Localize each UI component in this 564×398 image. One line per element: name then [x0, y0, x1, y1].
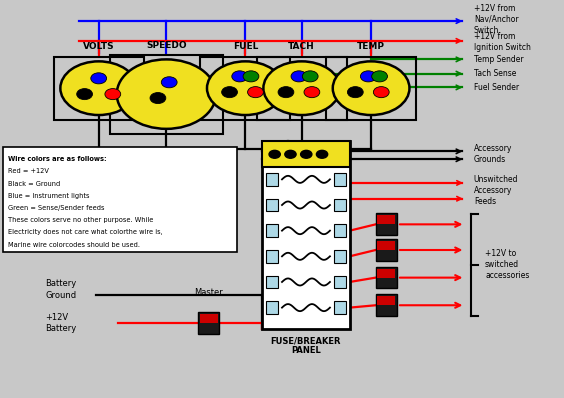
Text: These colors serve no other purpose. While: These colors serve no other purpose. Whi… [8, 217, 154, 223]
Text: Tach Sense: Tach Sense [474, 69, 516, 78]
Text: Temp Sender: Temp Sender [474, 55, 523, 64]
Bar [334, 276, 346, 288]
Bar [376, 295, 397, 316]
Bar [334, 250, 346, 263]
Circle shape [243, 71, 259, 82]
Text: Red = +12V: Red = +12V [8, 168, 49, 174]
Bar [377, 241, 395, 250]
Circle shape [278, 87, 294, 98]
Circle shape [304, 87, 320, 98]
Circle shape [302, 71, 318, 82]
Bar [376, 239, 397, 261]
Bar [377, 215, 395, 224]
Text: TEMP: TEMP [357, 43, 385, 51]
Bar [266, 301, 278, 314]
Circle shape [207, 61, 284, 115]
Text: FUSE/BREAKER
PANEL: FUSE/BREAKER PANEL [271, 336, 341, 355]
Bar [334, 199, 346, 211]
Bar [266, 224, 278, 237]
Circle shape [248, 87, 263, 98]
Bar [334, 301, 346, 314]
Text: Green = Sense/Sender feeds: Green = Sense/Sender feeds [8, 205, 105, 211]
Text: Blue = Instrument lights: Blue = Instrument lights [8, 193, 90, 199]
Text: TACH: TACH [288, 43, 315, 51]
Circle shape [263, 61, 340, 115]
Text: Black = Ground: Black = Ground [8, 181, 61, 187]
Circle shape [373, 87, 389, 98]
Bar [266, 276, 278, 288]
Bar [262, 141, 350, 167]
Text: Battery
Ground: Battery Ground [45, 279, 76, 300]
Bar [200, 57, 290, 120]
Text: VOLTS: VOLTS [83, 43, 114, 51]
Bar [198, 312, 219, 334]
Text: Master: Master [195, 289, 223, 297]
Bar [334, 173, 346, 186]
Text: Unswitched
Accessory
Feeds: Unswitched Accessory Feeds [474, 175, 518, 207]
Circle shape [347, 87, 363, 98]
Bar [334, 224, 346, 237]
Bar [200, 314, 218, 323]
Circle shape [222, 87, 237, 98]
Circle shape [232, 71, 248, 82]
Bar [262, 141, 350, 329]
Bar [377, 297, 395, 305]
Bar [377, 269, 395, 278]
Circle shape [333, 61, 409, 115]
Circle shape [60, 61, 137, 115]
Circle shape [360, 71, 376, 82]
Circle shape [269, 150, 280, 158]
Circle shape [91, 73, 107, 84]
Text: Accessory
Grounds: Accessory Grounds [474, 144, 512, 164]
Circle shape [285, 150, 296, 158]
Bar [3, 147, 237, 252]
Text: Electricity does not care what colorthe wire is,: Electricity does not care what colorthe … [8, 230, 163, 236]
Bar [266, 199, 278, 211]
Text: +12V
Battery: +12V Battery [45, 313, 76, 333]
Bar [376, 267, 397, 289]
Circle shape [150, 92, 166, 103]
Text: +12V from
Nav/Anchor
Switch.: +12V from Nav/Anchor Switch. [474, 4, 518, 35]
Bar [54, 57, 144, 120]
Circle shape [316, 150, 328, 158]
Circle shape [117, 59, 216, 129]
Circle shape [77, 89, 92, 100]
Bar [110, 55, 223, 134]
Text: Wire colors are as follows:: Wire colors are as follows: [8, 156, 107, 162]
Bar [266, 173, 278, 186]
Bar [257, 57, 347, 120]
Text: FUEL: FUEL [233, 43, 258, 51]
Bar [326, 57, 416, 120]
Text: Marine wire colorcodes should be used.: Marine wire colorcodes should be used. [8, 242, 140, 248]
Text: SPEEDO: SPEEDO [146, 41, 187, 49]
Text: Fuel Sender: Fuel Sender [474, 83, 519, 92]
Circle shape [161, 77, 177, 88]
Circle shape [301, 150, 312, 158]
Bar [266, 250, 278, 263]
Text: +12V from
Ignition Switch: +12V from Ignition Switch [474, 31, 531, 52]
Text: +12V to
switched
accessories: +12V to switched accessories [485, 249, 530, 281]
Circle shape [105, 89, 121, 100]
Bar [376, 213, 397, 235]
Circle shape [291, 71, 307, 82]
Circle shape [372, 71, 387, 82]
